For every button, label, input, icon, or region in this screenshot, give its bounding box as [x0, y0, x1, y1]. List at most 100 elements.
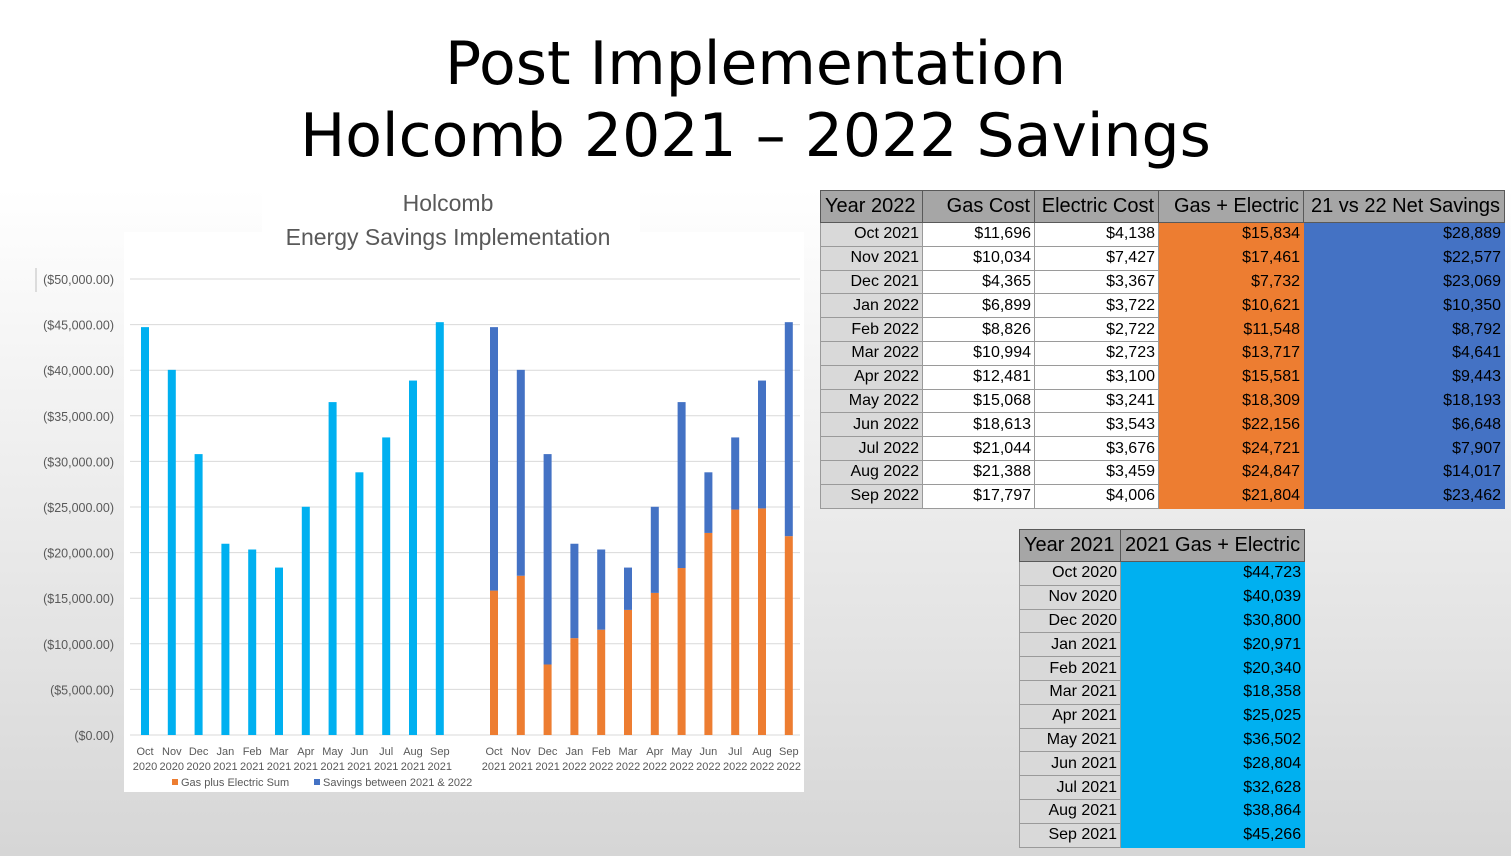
table-month-cell: Mar 2021 — [1019, 679, 1121, 705]
table-2022-row: Dec 2021 $4,365 $3,367 $7,732 $23,069 — [820, 269, 1505, 295]
table-2021-header: 2021 Gas + Electric — [1119, 529, 1306, 562]
table-month-cell: Jul 2021 — [1019, 775, 1121, 800]
table-value-cell: $3,241 — [1034, 388, 1159, 414]
table-2022-row: Jan 2022 $6,899 $3,722 $10,621 $10,350 — [820, 293, 1505, 319]
table-value-cell: $32,628 — [1119, 775, 1306, 800]
bar — [382, 437, 391, 735]
table-month-cell: Nov 2021 — [820, 245, 923, 271]
bar — [650, 592, 659, 735]
table-month-cell: Dec 2021 — [820, 269, 923, 295]
x-tick-label-month: May — [671, 746, 692, 758]
table-value-cell: $9,443 — [1303, 364, 1505, 390]
bar — [490, 327, 498, 591]
bar — [543, 454, 552, 665]
table-2021-row: Aug 2021 $38,864 — [1019, 798, 1306, 824]
bar — [624, 609, 632, 735]
table-value-cell: $18,613 — [922, 412, 1035, 438]
table-month-cell: Jun 2022 — [820, 412, 923, 438]
table-month-cell: Oct 2020 — [1019, 561, 1121, 586]
table-2021-row: Jan 2021 $20,971 — [1019, 632, 1306, 658]
table-2022-row: Jun 2022 $18,613 $3,543 $22,156 $6,648 — [820, 412, 1505, 438]
bar — [784, 536, 793, 735]
table-value-cell: $4,641 — [1303, 340, 1505, 366]
x-tick-label-year: 2021 — [267, 761, 291, 773]
table-2022-row: Nov 2021 $10,034 $7,427 $17,461 $22,577 — [820, 245, 1505, 271]
chart-title-area — [262, 180, 640, 232]
y-tick-label: ($5,000.00) — [50, 683, 114, 697]
bar — [758, 380, 766, 509]
bar — [570, 543, 579, 639]
table-month-cell: May 2021 — [1019, 727, 1121, 753]
table-value-cell: $21,388 — [922, 459, 1035, 485]
slide-title: Post Implementation Holcomb 2021 – 2022 … — [0, 28, 1511, 172]
table-2021: Year 2021 2021 Gas + Electric Oct 2020 $4… — [1019, 529, 1306, 848]
table-month-cell: Jan 2021 — [1019, 632, 1121, 658]
table-2021-row: Sep 2021 $45,266 — [1019, 822, 1306, 848]
x-tick-label-month: Oct — [136, 746, 153, 758]
table-value-cell: $30,800 — [1119, 608, 1306, 634]
table-month-cell: Aug 2022 — [820, 459, 923, 485]
x-tick-label-year: 2021 — [535, 761, 559, 773]
slide-title-line1: Post Implementation — [444, 29, 1067, 99]
table-value-cell: $21,804 — [1158, 483, 1304, 509]
chart-subtitle: Energy Savings Implementation — [286, 224, 611, 250]
table-month-cell: Apr 2022 — [820, 364, 923, 390]
legend-swatch — [314, 779, 320, 785]
table-value-cell: $3,367 — [1034, 269, 1159, 295]
x-tick-label-year: 2022 — [777, 761, 801, 773]
bar — [758, 508, 766, 735]
table-value-cell: $3,543 — [1034, 412, 1159, 438]
table-value-cell: $17,797 — [922, 483, 1035, 509]
table-month-cell: Apr 2021 — [1019, 703, 1121, 729]
bar — [731, 437, 740, 510]
table-2022-row: Mar 2022 $10,994 $2,723 $13,717 $4,641 — [820, 340, 1505, 366]
table-value-cell: $3,459 — [1034, 459, 1159, 485]
table-value-cell: $11,696 — [922, 222, 1035, 247]
table-month-cell: Jun 2021 — [1019, 751, 1121, 777]
bar — [543, 664, 552, 735]
table-value-cell: $12,481 — [922, 364, 1035, 390]
x-tick-label-year: 2022 — [562, 761, 586, 773]
table-value-cell: $15,068 — [922, 388, 1035, 414]
x-tick-label-year: 2021 — [374, 761, 398, 773]
bar — [516, 369, 525, 576]
bar — [597, 549, 606, 630]
table-value-cell: $4,365 — [922, 269, 1035, 295]
table-value-cell: $18,358 — [1119, 679, 1306, 705]
table-2022-row: Sep 2022 $17,797 $4,006 $21,804 $23,462 — [820, 483, 1505, 509]
bar — [275, 567, 283, 735]
x-tick-label-year: 2022 — [750, 761, 774, 773]
table-value-cell: $20,340 — [1119, 656, 1306, 681]
table-value-cell: $6,648 — [1303, 412, 1505, 438]
bar — [731, 509, 740, 735]
chart-area — [124, 232, 804, 792]
y-tick-label: ($40,000.00) — [43, 364, 114, 378]
x-tick-label-month: Dec — [538, 746, 558, 758]
table-value-cell: $2,722 — [1034, 317, 1159, 342]
table-2022: Year 2022 Gas Cost Electric Cost Gas + E… — [820, 190, 1505, 509]
table-2022-header-row: Year 2022 Gas Cost Electric Cost Gas + E… — [820, 190, 1505, 223]
table-value-cell: $10,994 — [922, 340, 1035, 366]
table-value-cell: $4,138 — [1034, 222, 1159, 247]
x-tick-label-month: Jun — [351, 746, 369, 758]
y-tick-label: ($50,000.00) — [43, 273, 114, 287]
table-value-cell: $4,006 — [1034, 483, 1159, 509]
x-tick-label-month: Jan — [566, 746, 584, 758]
x-tick-label-year: 2021 — [509, 761, 533, 773]
x-tick-label-month: Oct — [485, 746, 502, 758]
bar — [355, 472, 364, 735]
table-2021-row: Feb 2021 $20,340 — [1019, 656, 1306, 681]
table-value-cell: $18,193 — [1303, 388, 1505, 414]
table-2022-header: 21 vs 22 Net Savings — [1303, 190, 1505, 223]
table-value-cell: $28,804 — [1119, 751, 1306, 777]
table-month-cell: Jan 2022 — [820, 293, 923, 319]
x-tick-label-year: 2021 — [482, 761, 506, 773]
table-value-cell: $3,100 — [1034, 364, 1159, 390]
x-tick-label-month: Apr — [646, 746, 663, 758]
x-tick-label-year: 2021 — [240, 761, 264, 773]
bar — [677, 402, 686, 569]
x-tick-label-year: 2020 — [133, 761, 157, 773]
table-value-cell: $36,502 — [1119, 727, 1306, 753]
table-value-cell: $24,721 — [1158, 436, 1304, 461]
bar — [677, 568, 686, 735]
